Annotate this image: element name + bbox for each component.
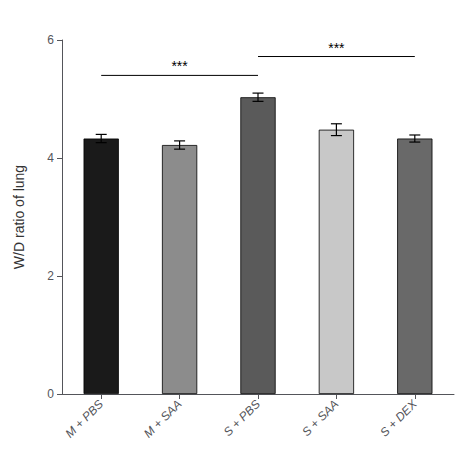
svg-text:S + SAA: S + SAA: [299, 397, 341, 439]
svg-text:0: 0: [47, 387, 54, 401]
svg-text:W/D ratio of lung: W/D ratio of lung: [11, 165, 27, 269]
svg-text:S + DEX: S + DEX: [377, 396, 420, 439]
svg-text:S + PBS: S + PBS: [221, 397, 263, 439]
svg-text:6: 6: [47, 33, 54, 47]
svg-text:M + SAA: M + SAA: [141, 397, 185, 441]
svg-text:***: ***: [171, 58, 188, 74]
svg-text:2: 2: [47, 269, 54, 283]
svg-text:***: ***: [328, 40, 345, 56]
svg-text:M + PBS: M + PBS: [63, 397, 107, 441]
svg-text:4: 4: [47, 151, 54, 165]
